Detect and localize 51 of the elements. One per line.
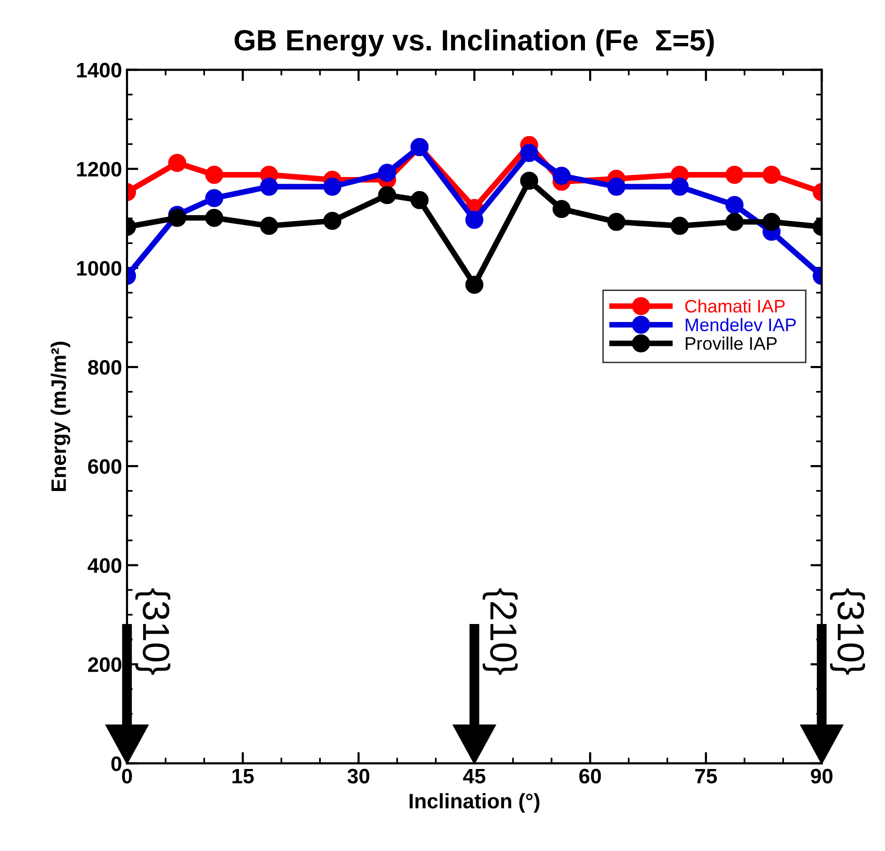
point xyxy=(552,200,571,218)
point xyxy=(205,166,224,184)
y-tick-label: 400 xyxy=(88,558,122,573)
point xyxy=(260,178,278,196)
point xyxy=(465,276,484,294)
y-tick-label: 1200 xyxy=(77,162,122,177)
point xyxy=(762,212,781,231)
point xyxy=(607,178,626,196)
point xyxy=(670,178,689,196)
y-tick-label: 0 xyxy=(111,756,122,772)
point xyxy=(323,212,342,230)
x-tick-label: 75 xyxy=(695,768,717,784)
point xyxy=(725,166,744,184)
point xyxy=(205,208,224,227)
x-tick-label: 0 xyxy=(122,768,132,784)
text: {310} xyxy=(830,588,866,675)
x-tick-label: 30 xyxy=(347,768,370,784)
chart-title: GB Energy vs. Inclination (Fe Σ=5) xyxy=(234,29,714,57)
y-tick-label: 800 xyxy=(88,360,122,375)
annotation: {310} xyxy=(135,588,170,675)
legend-label: Mendelev IAP xyxy=(686,318,796,332)
x-tick-label: 60 xyxy=(579,768,601,784)
point xyxy=(670,216,689,235)
point xyxy=(168,154,186,172)
y-tick-label: 1000 xyxy=(77,260,122,276)
x-axis-title: Inclination (°) xyxy=(410,793,540,813)
point xyxy=(465,210,484,229)
point xyxy=(520,172,538,190)
point xyxy=(260,216,278,235)
point xyxy=(607,212,626,231)
point xyxy=(378,164,396,182)
legend-label: Proville IAP xyxy=(686,336,777,350)
point xyxy=(520,144,538,162)
point xyxy=(378,186,396,204)
point xyxy=(410,191,429,210)
y-tick-label: 600 xyxy=(88,459,122,474)
point xyxy=(168,208,186,227)
annotation: {210} xyxy=(482,588,518,675)
y-tick-label: 1400 xyxy=(77,62,122,78)
x-tick-label: 15 xyxy=(232,768,254,784)
x-tick-label: 90 xyxy=(810,768,832,784)
point xyxy=(725,196,744,214)
point xyxy=(205,189,224,208)
point xyxy=(323,178,342,196)
x-tick-label: 45 xyxy=(463,768,486,784)
y-tick-label: 200 xyxy=(88,657,122,672)
point xyxy=(552,166,571,185)
point xyxy=(725,212,744,231)
y-axis-title: Energy (mJ/m²) xyxy=(50,342,70,491)
legend-label: Chamati IAP xyxy=(685,299,785,313)
point xyxy=(762,166,781,184)
